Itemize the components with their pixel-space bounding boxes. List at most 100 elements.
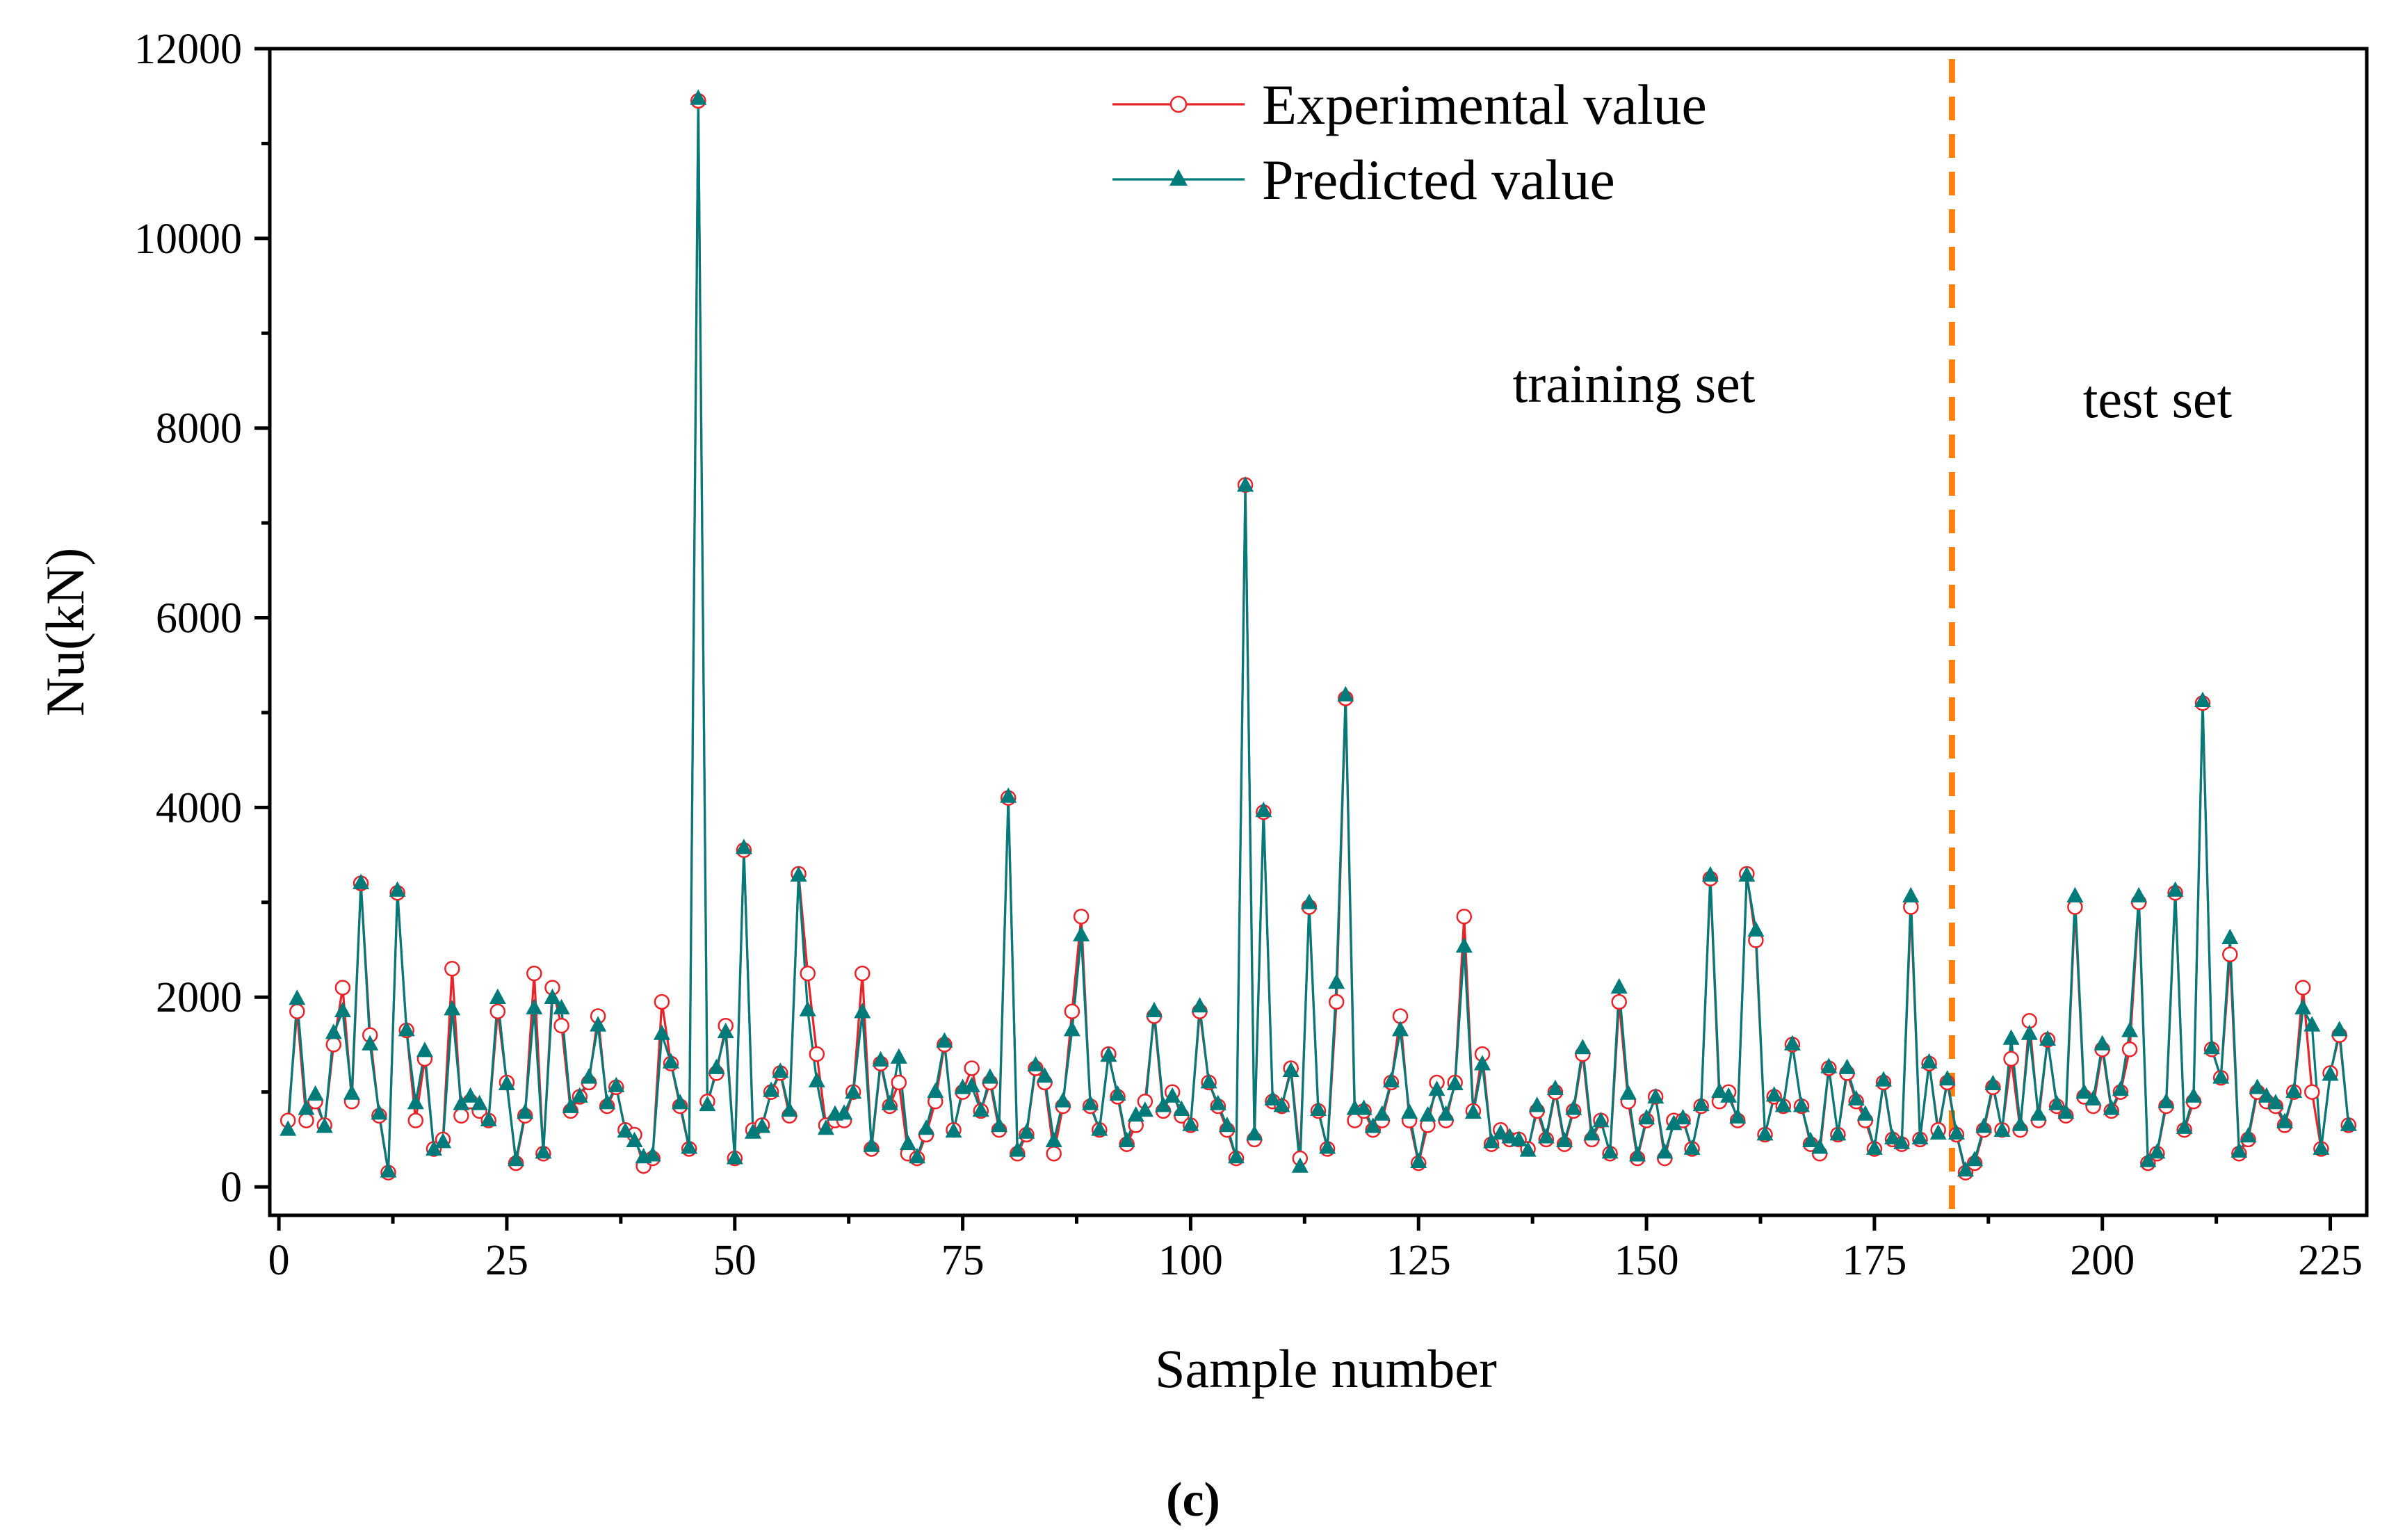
experimental-point <box>1611 994 1627 1010</box>
predicted-point <box>426 1140 442 1156</box>
predicted-point <box>663 1053 679 1069</box>
predicted-point <box>1000 787 1017 803</box>
predicted-point <box>1392 1021 1409 1037</box>
predicted-point <box>2139 1151 2157 1167</box>
predicted-point <box>2285 1082 2303 1099</box>
predicted-point <box>626 1131 643 1147</box>
predicted-point <box>517 1103 534 1119</box>
predicted-point <box>1838 1058 1856 1074</box>
predicted-point <box>1337 686 1354 702</box>
predicted-point <box>307 1085 324 1101</box>
predicted-point <box>1729 1108 1747 1124</box>
predicted-point <box>1975 1117 1993 1133</box>
y-axis-title: Nu(kN) <box>35 548 95 717</box>
predicted-point <box>1501 1128 1519 1144</box>
predicted-point <box>1328 973 1345 989</box>
predicted-point <box>298 1099 315 1115</box>
predicted-point <box>1665 1115 1683 1130</box>
predicted-point <box>1082 1094 1099 1110</box>
predicted-point <box>1647 1088 1665 1104</box>
predicted-point <box>1957 1161 1974 1177</box>
predicted-point <box>1765 1086 1783 1102</box>
predicted-point <box>717 1022 734 1039</box>
predicted-point <box>2103 1099 2120 1115</box>
x-tick-label: 225 <box>2298 1237 2363 1284</box>
predicted-point <box>2303 1016 2321 1032</box>
predicted-point <box>334 1001 351 1018</box>
x-tick-label: 175 <box>1842 1237 1906 1284</box>
predicted-point <box>1701 866 1719 882</box>
experimental-point <box>489 1003 506 1019</box>
experimental-point <box>2121 1041 2138 1057</box>
predicted-point <box>1419 1106 1436 1122</box>
predicted-point <box>799 1000 816 1016</box>
predicted-point <box>480 1110 497 1126</box>
predicted-point <box>1610 978 1628 994</box>
predicted-point <box>1629 1146 1646 1162</box>
predicted-point <box>1428 1080 1446 1096</box>
predicted-point <box>808 1071 825 1087</box>
predicted-point <box>1109 1085 1126 1101</box>
predicted-point <box>1565 1099 1582 1115</box>
predicted-point <box>1164 1087 1181 1103</box>
predicted-point <box>1036 1067 1053 1083</box>
predicted-point <box>398 1021 415 1037</box>
predicted-point <box>1829 1125 1847 1141</box>
predicted-point <box>2322 1065 2339 1081</box>
predicted-point <box>1382 1071 1400 1087</box>
predicted-point <box>781 1101 798 1117</box>
predicted-legend-label: Predicted value <box>1262 148 1615 211</box>
experimental-point <box>453 1108 469 1124</box>
experimental-point <box>1456 909 1473 925</box>
legend: Experimental value Predicted value <box>1112 73 1707 211</box>
predicted-point <box>1155 1096 1172 1112</box>
predicted-point <box>2112 1080 2129 1096</box>
x-tick-label: 125 <box>1386 1237 1451 1284</box>
predicted-point <box>936 1032 953 1048</box>
predicted-point <box>1401 1103 1418 1119</box>
predicted-point <box>1200 1073 1217 1089</box>
predicted-point <box>1574 1039 1592 1055</box>
predicted-point <box>1929 1124 1947 1140</box>
predicted-point <box>1683 1139 1701 1155</box>
predicted-point <box>2185 1087 2202 1103</box>
predicted-point <box>890 1048 907 1064</box>
predicted-point <box>1410 1152 1427 1168</box>
x-tick-label: 150 <box>1614 1237 1679 1284</box>
predicted-point <box>608 1076 625 1092</box>
predicted-point <box>1774 1096 1792 1112</box>
predicted-point <box>1893 1133 1911 1149</box>
predicted-point <box>343 1084 360 1100</box>
predicted-point <box>2340 1115 2357 1131</box>
predicted-point <box>872 1051 889 1067</box>
predicted-point <box>2094 1035 2111 1051</box>
predicted-point <box>790 866 807 882</box>
predicted-point <box>581 1068 597 1084</box>
predicted-point <box>1063 1021 1080 1037</box>
experimental-point <box>654 994 670 1010</box>
predicted-point <box>881 1094 898 1110</box>
predicted-point <box>407 1094 424 1110</box>
x-axis-title: Sample number <box>1155 1338 1497 1399</box>
predicted-point <box>1355 1099 1372 1115</box>
predicted-point <box>2030 1105 2047 1121</box>
predicted-point <box>972 1101 989 1117</box>
experimental-point <box>891 1074 907 1091</box>
predicted-point <box>553 998 570 1014</box>
predicted-point <box>945 1122 962 1138</box>
y-tick-label: 4000 <box>156 784 242 832</box>
predicted-point <box>754 1117 771 1133</box>
predicted-point <box>1455 937 1473 953</box>
predicted-point <box>1264 1089 1281 1105</box>
predicted-point <box>708 1058 725 1074</box>
predicted-point <box>1091 1120 1108 1136</box>
predicted-point <box>1556 1131 1573 1147</box>
experimental-point <box>800 965 816 982</box>
predicted-point <box>2021 1024 2038 1040</box>
experimental-point <box>444 961 460 977</box>
predicted-point <box>1310 1100 1327 1116</box>
predicted-point <box>544 988 561 1004</box>
predicted-point <box>1811 1138 1829 1154</box>
predicted-point <box>1291 1157 1309 1173</box>
predicted-point <box>599 1094 616 1110</box>
